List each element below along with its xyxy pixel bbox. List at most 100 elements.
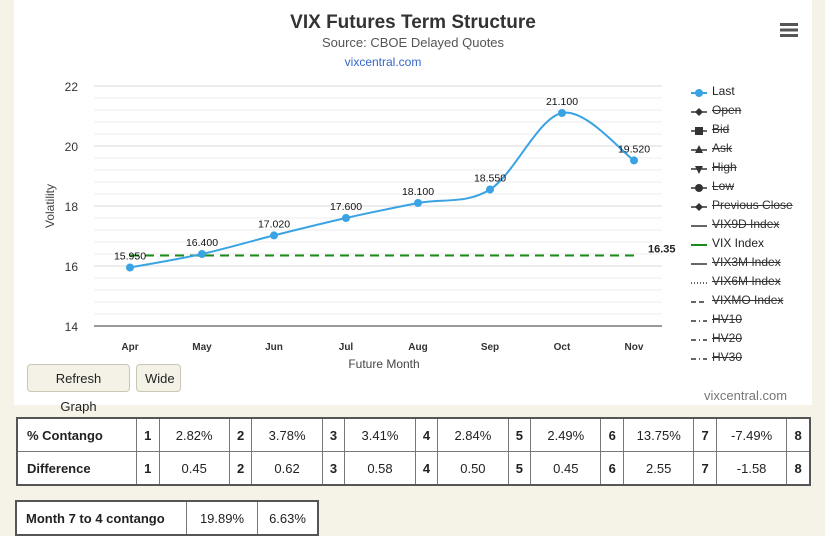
refresh-graph-button[interactable]: Refresh Graph xyxy=(27,364,130,414)
legend-item[interactable]: VIX6M Index xyxy=(690,274,820,293)
legend-label: VIX9D Index xyxy=(712,217,780,231)
month-number-cell: 2 xyxy=(228,417,253,452)
legend-item[interactable]: Bid xyxy=(690,122,820,141)
legend-item[interactable]: Previous Close xyxy=(690,198,820,217)
legend-item[interactable]: VIX9D Index xyxy=(690,217,820,236)
chart-subtitle: Source: CBOE Delayed Quotes xyxy=(321,35,505,50)
month-number-cell: 4 xyxy=(414,417,439,452)
data-label: 15.950 xyxy=(114,251,146,263)
data-point xyxy=(630,156,638,165)
y-tick-label: 14 xyxy=(65,320,79,334)
month-number-cell: 6 xyxy=(600,417,625,452)
data-point xyxy=(198,250,206,258)
legend-symbol-icon xyxy=(691,263,707,265)
value-cell: 0.62 xyxy=(251,451,323,486)
legend-item[interactable]: Ask xyxy=(690,141,820,160)
month-number-cell: 5 xyxy=(507,417,532,452)
value-cell: 2.55 xyxy=(623,451,695,486)
month-number-cell: 4 xyxy=(414,451,439,486)
value-cell: 2.49% xyxy=(530,417,602,452)
legend-label: HV30 xyxy=(712,350,743,364)
legend-item[interactable]: VIXMO Index xyxy=(690,293,820,312)
value-cell: 3.78% xyxy=(251,417,323,452)
legend-label: VIX6M Index xyxy=(712,274,781,288)
x-tick-label: Jul xyxy=(339,342,354,353)
legend-symbol-icon xyxy=(691,127,707,135)
chart-plot: 14 16 18 20 22 Apr May Jun Jul Aug Sep Oct Nov Future… xyxy=(43,80,676,371)
credit-text[interactable]: vixcentral.com xyxy=(704,388,788,403)
value-cell: 2.82% xyxy=(158,417,230,452)
legend-item[interactable]: HV20 xyxy=(690,331,820,350)
y-tick-label: 20 xyxy=(65,140,79,154)
legend-symbol-icon xyxy=(691,184,707,192)
month-number-cell: 3 xyxy=(321,417,346,452)
value-cell: 0.45 xyxy=(158,451,230,486)
data-point xyxy=(126,263,134,272)
data-label: 18.100 xyxy=(402,186,434,198)
month-number-cell: 7 xyxy=(693,417,717,452)
y-tick-label: 16 xyxy=(65,260,79,274)
data-point xyxy=(486,185,494,194)
legend-item[interactable]: Open xyxy=(690,103,820,122)
legend-item[interactable]: High xyxy=(690,160,820,179)
source-link[interactable]: vixcentral.com xyxy=(344,55,422,69)
month-number-cell: 5 xyxy=(507,451,532,486)
y-axis-title: Volatility xyxy=(43,184,57,228)
value-cell: 3.41% xyxy=(344,417,416,452)
legend-label: HV20 xyxy=(712,331,743,345)
legend-item[interactable]: HV30 xyxy=(690,350,820,369)
legend-label: VIX3M Index xyxy=(712,255,781,269)
legend-symbol-icon xyxy=(691,301,707,303)
legend-label: Previous Close xyxy=(712,198,793,212)
month-contango-table: Month 7 to 4 contango 19.89% 6.63% xyxy=(15,500,319,536)
legend-label: VIX Index xyxy=(712,236,765,250)
legend-symbol-icon xyxy=(691,244,707,246)
data-point xyxy=(270,231,278,240)
vix-index-label: 16.35 xyxy=(648,244,676,256)
legend-item[interactable]: Last xyxy=(690,84,820,103)
legend-symbol-icon xyxy=(691,145,707,153)
x-tick-label: Apr xyxy=(121,342,138,353)
legend-symbol-icon xyxy=(691,358,707,360)
hamburger-menu-icon[interactable] xyxy=(780,22,798,43)
data-point xyxy=(558,109,566,117)
data-point xyxy=(342,214,350,222)
data-label: 17.020 xyxy=(258,218,290,230)
legend-symbol-icon xyxy=(691,89,707,97)
legend-label: Bid xyxy=(712,122,730,136)
table-row: % Contango 1 2.82% 2 3.78% 3 3.41% 4 2.84% 5 2.49%… xyxy=(16,417,811,452)
month-number-cell: 8 xyxy=(786,417,811,452)
legend-item[interactable]: VIX Index xyxy=(690,236,820,255)
legend-item[interactable]: VIX3M Index xyxy=(690,255,820,274)
month-number-cell: 7 xyxy=(693,451,717,486)
chart-title: VIX Futures Term Structure xyxy=(290,12,536,33)
legend-symbol-icon xyxy=(691,166,707,174)
legend-symbol-icon xyxy=(691,203,707,211)
legend-label: HV10 xyxy=(712,312,743,326)
value-cell: -1.58 xyxy=(715,451,788,486)
x-tick-label: Nov xyxy=(625,342,644,353)
value-cell: 0.58 xyxy=(344,451,416,486)
x-axis-title: Future Month xyxy=(348,357,419,371)
month-number-cell: 2 xyxy=(228,451,253,486)
month-contango-value: 19.89% xyxy=(186,500,258,536)
value-cell: 0.45 xyxy=(530,451,602,486)
data-label: 16.400 xyxy=(186,237,218,249)
x-tick-label: Aug xyxy=(408,342,427,353)
data-label: 19.520 xyxy=(618,143,650,155)
legend-item[interactable]: Low xyxy=(690,179,820,198)
wide-button[interactable]: Wide xyxy=(136,364,181,392)
x-tick-label: May xyxy=(192,342,212,353)
legend-label: High xyxy=(712,160,737,174)
row-label: Difference xyxy=(16,451,137,486)
row-label: % Contango xyxy=(16,417,137,452)
month-number-cell: 8 xyxy=(786,451,811,486)
legend-label: Open xyxy=(712,103,742,117)
data-label: 18.550 xyxy=(474,173,506,185)
contango-table: % Contango 1 2.82% 2 3.78% 3 3.41% 4 2.84% 5 2.49%… xyxy=(16,417,811,486)
value-cell: 2.84% xyxy=(437,417,509,452)
chart-panel: VIX Futures Term Structure Source: CBOE … xyxy=(14,0,812,414)
data-point xyxy=(414,199,422,207)
legend-item[interactable]: HV10 xyxy=(690,312,820,331)
data-label: 21.100 xyxy=(546,96,578,108)
